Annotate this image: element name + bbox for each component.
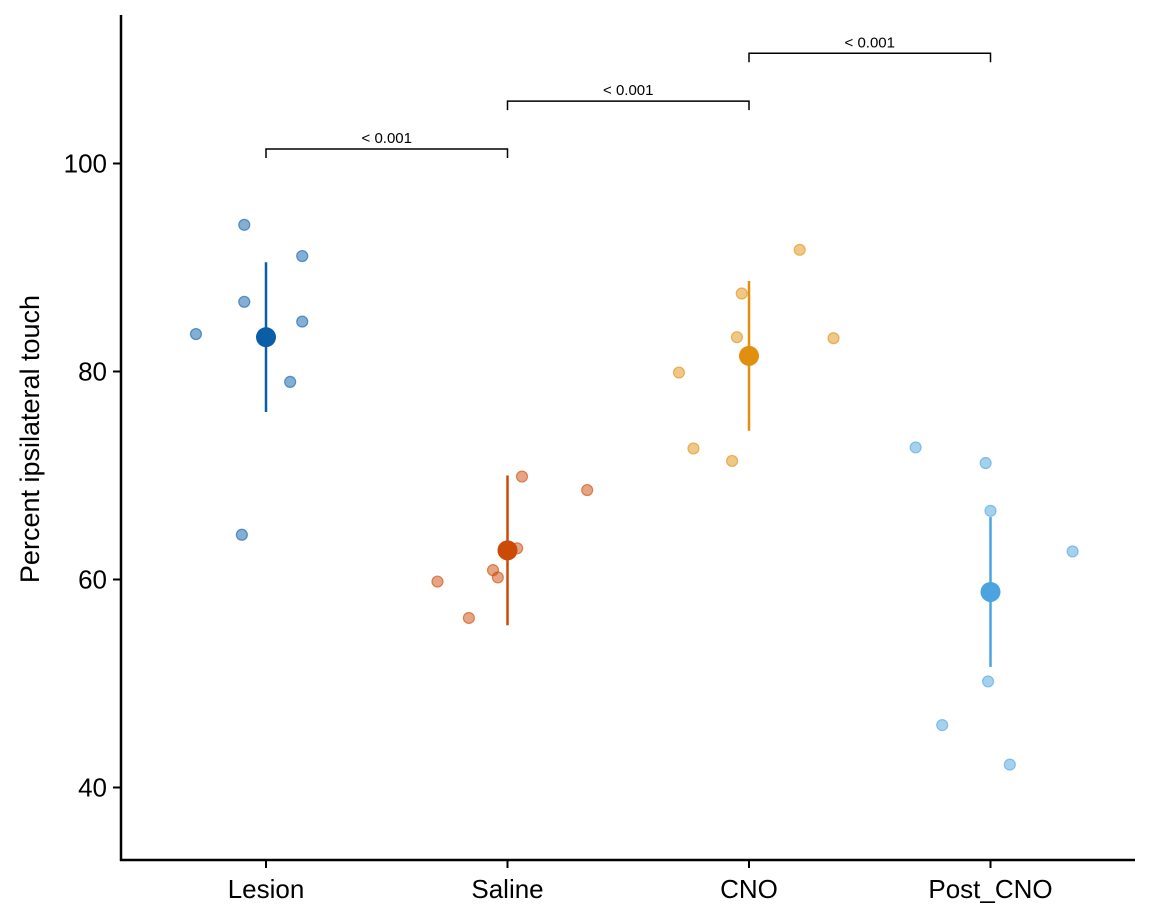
data-point	[491, 571, 504, 584]
data-point	[1003, 758, 1016, 771]
comparison-bracket: < 0.001	[506, 82, 750, 111]
data-point	[672, 366, 686, 379]
x-tick-label: Saline	[471, 874, 543, 904]
data-point	[462, 611, 475, 625]
p-value-label: < 0.001	[362, 130, 412, 147]
bracket-line	[506, 100, 750, 111]
series-post_cno	[909, 441, 1079, 771]
data-point	[515, 470, 529, 483]
data-point	[1066, 545, 1079, 558]
y-axis-ticks: 40 60 80 100	[64, 149, 121, 803]
comparison-bracket: < 0.001	[265, 130, 509, 158]
data-point	[793, 243, 806, 256]
data-point	[238, 295, 251, 308]
data-point	[735, 287, 748, 300]
x-axis-ticks: Lesion Saline CNO Post_CNO	[228, 860, 1053, 904]
bracket-line	[265, 148, 509, 158]
plot-area: < 0.001 < 0.001 < 0.001	[189, 34, 1079, 771]
p-value-label: < 0.001	[603, 82, 653, 99]
series-saline	[431, 470, 594, 626]
data-point	[981, 675, 995, 688]
mean-point	[980, 581, 1001, 602]
data-point	[936, 718, 949, 732]
x-tick-label: Lesion	[228, 874, 305, 904]
y-tick-label: 40	[78, 773, 107, 803]
mean-point	[739, 345, 759, 366]
data-point	[687, 442, 700, 455]
comparison-bracket: < 0.001	[748, 34, 992, 63]
data-point	[189, 327, 203, 341]
y-tick-label: 80	[78, 357, 107, 387]
data-point	[827, 332, 840, 345]
x-tick-label: CNO	[720, 874, 778, 904]
data-point	[984, 504, 997, 517]
y-tick-label: 60	[78, 565, 107, 595]
mean-point	[497, 540, 518, 561]
data-point	[296, 315, 309, 328]
data-point	[725, 454, 739, 468]
mean-point	[256, 327, 276, 348]
bracket-line	[748, 52, 992, 63]
data-point	[284, 375, 297, 388]
p-value-label: < 0.001	[845, 34, 895, 51]
data-point	[296, 249, 309, 263]
data-point	[909, 441, 922, 454]
data-point	[238, 218, 251, 231]
series-cno	[672, 243, 840, 468]
series-lesion	[189, 218, 309, 541]
data-point	[979, 456, 992, 470]
x-tick-label: Post_CNO	[928, 874, 1052, 904]
data-point	[730, 331, 744, 344]
y-tick-label: 100	[64, 149, 107, 179]
data-point	[581, 483, 594, 497]
data-point	[431, 575, 444, 588]
y-axis-label: Percent ipsilateral touch	[15, 295, 45, 583]
data-point	[235, 528, 248, 541]
